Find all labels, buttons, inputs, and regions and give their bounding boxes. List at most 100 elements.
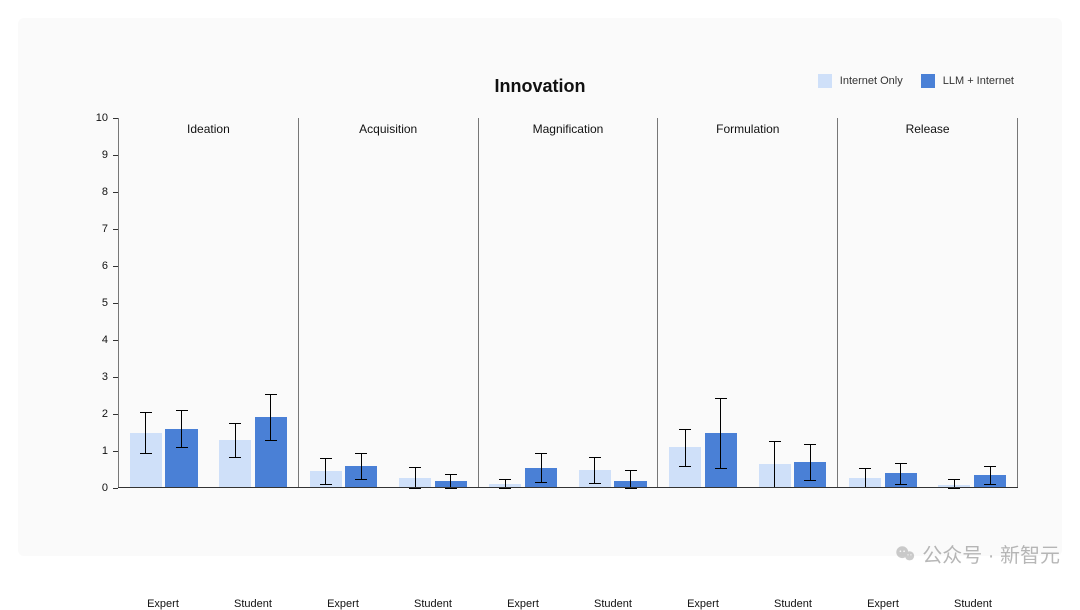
- x-group-label: Student: [568, 592, 658, 610]
- x-group-label: Expert: [298, 592, 388, 610]
- plot: 012345678910 IdeationAcquisitionMagnific…: [78, 118, 1018, 488]
- panel: Formulation: [657, 118, 837, 488]
- error-cap-top: [859, 468, 871, 469]
- x-panel: ExpertStudent: [478, 592, 658, 610]
- error-bar: [810, 444, 811, 480]
- error-cap-bottom: [715, 468, 727, 469]
- error-bar: [630, 470, 631, 489]
- y-axis: 012345678910: [78, 118, 114, 488]
- error-cap-bottom: [355, 479, 367, 480]
- error-cap-bottom: [140, 453, 152, 454]
- plot-area: [119, 118, 298, 488]
- error-cap-top: [895, 463, 907, 464]
- y-tick-label: 8: [102, 186, 108, 198]
- x-group-label: Student: [208, 592, 298, 610]
- error-cap-top: [355, 453, 367, 454]
- legend: Internet Only LLM + Internet: [818, 74, 1014, 88]
- x-group-label: Expert: [118, 592, 208, 610]
- error-bar: [270, 394, 271, 440]
- error-cap-bottom: [445, 488, 457, 489]
- error-bar: [415, 467, 416, 488]
- chart-card: Innovation Internet OnlyLLM + Internet 0…: [18, 18, 1062, 556]
- y-tick-label: 9: [102, 149, 108, 161]
- x-group-label: Student: [388, 592, 478, 610]
- error-cap-top: [265, 394, 277, 395]
- y-tick-label: 6: [102, 260, 108, 272]
- error-cap-top: [769, 441, 781, 442]
- error-bar: [361, 453, 362, 479]
- error-cap-bottom: [320, 484, 332, 485]
- y-tick-label: 1: [102, 445, 108, 457]
- error-cap-top: [409, 467, 421, 468]
- panel: Ideation: [118, 118, 298, 488]
- plot-area: [479, 118, 658, 488]
- watermark-text: 公众号 · 新智元: [922, 539, 1060, 568]
- error-cap-top: [948, 479, 960, 480]
- error-cap-bottom: [229, 457, 241, 458]
- legend-swatch: [921, 74, 935, 88]
- error-cap-bottom: [625, 488, 637, 489]
- x-group-label: Student: [928, 592, 1018, 610]
- error-cap-bottom: [409, 488, 421, 489]
- legend-label: LLM + Internet: [943, 75, 1014, 87]
- y-tick-label: 2: [102, 408, 108, 420]
- y-tick-label: 5: [102, 297, 108, 309]
- y-tick-label: 3: [102, 371, 108, 383]
- error-bar: [900, 463, 901, 484]
- panel: Magnification: [478, 118, 658, 488]
- panel: Acquisition: [298, 118, 478, 488]
- error-cap-top: [804, 444, 816, 445]
- error-cap-top: [984, 466, 996, 467]
- error-cap-top: [715, 398, 727, 399]
- x-panel: ExpertStudent: [838, 592, 1018, 610]
- error-bar: [594, 457, 595, 483]
- plot-area: [299, 118, 478, 488]
- error-cap-bottom: [589, 483, 601, 484]
- error-cap-bottom: [176, 447, 188, 448]
- error-cap-top: [445, 474, 457, 475]
- x-group-label: Expert: [478, 592, 568, 610]
- x-baseline: [118, 487, 1018, 488]
- baseline-tick: [113, 488, 118, 489]
- error-bar: [235, 423, 236, 456]
- error-cap-bottom: [679, 466, 691, 467]
- error-cap-top: [320, 458, 332, 459]
- error-cap-bottom: [948, 488, 960, 489]
- panel: Release: [837, 118, 1018, 488]
- error-cap-top: [589, 457, 601, 458]
- watermark: 公众号 · 新智元: [894, 539, 1060, 568]
- error-bar: [865, 468, 866, 487]
- error-bar: [720, 398, 721, 468]
- plot-area: [838, 118, 1017, 488]
- panels: IdeationAcquisitionMagnificationFormulat…: [118, 118, 1018, 488]
- error-cap-bottom: [804, 480, 816, 481]
- legend-item: Internet Only: [818, 74, 903, 88]
- x-panel: ExpertStudent: [658, 592, 838, 610]
- y-tick-label: 10: [96, 112, 108, 124]
- x-group-label: Student: [748, 592, 838, 610]
- x-group-label: Expert: [838, 592, 928, 610]
- error-cap-top: [499, 479, 511, 480]
- error-cap-bottom: [895, 484, 907, 485]
- wechat-icon: [894, 543, 916, 565]
- x-group-label: Expert: [658, 592, 748, 610]
- x-labels: ExpertStudentExpertStudentExpertStudentE…: [118, 592, 1018, 610]
- error-bar: [774, 441, 775, 487]
- error-bar: [181, 410, 182, 447]
- error-cap-bottom: [265, 440, 277, 441]
- error-cap-top: [140, 412, 152, 413]
- y-tick-label: 4: [102, 334, 108, 346]
- error-cap-bottom: [499, 488, 511, 489]
- legend-item: LLM + Internet: [921, 74, 1014, 88]
- y-tick-label: 0: [102, 482, 108, 494]
- error-bar: [990, 466, 991, 485]
- error-cap-top: [229, 423, 241, 424]
- x-panel: ExpertStudent: [298, 592, 478, 610]
- error-cap-top: [176, 410, 188, 411]
- error-bar: [325, 458, 326, 484]
- legend-label: Internet Only: [840, 75, 903, 87]
- error-bar: [541, 453, 542, 483]
- error-cap-bottom: [984, 484, 996, 485]
- plot-area: [658, 118, 837, 488]
- error-cap-top: [679, 429, 691, 430]
